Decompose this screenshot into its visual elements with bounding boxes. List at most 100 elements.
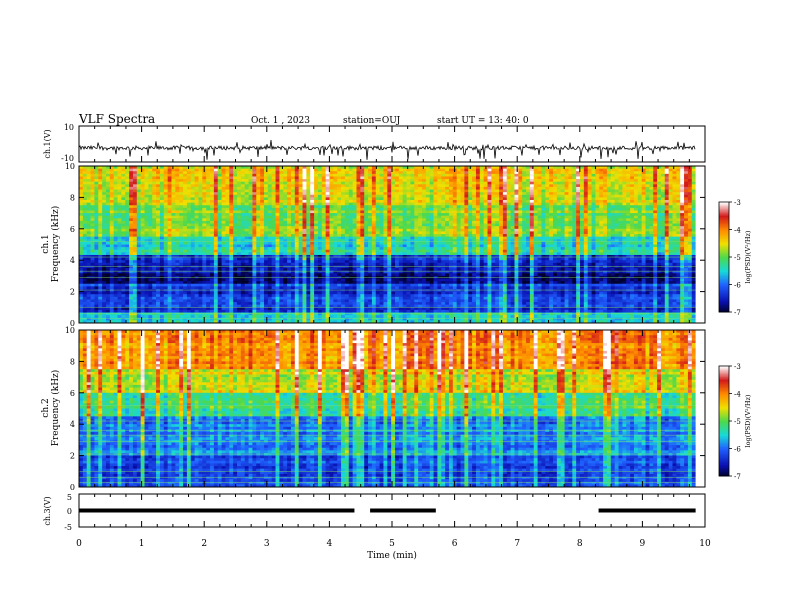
spectrogram-cell [622, 210, 627, 214]
spectrogram-cell [630, 213, 635, 217]
spectrogram-cell [660, 220, 666, 224]
spectrogram-cell [460, 171, 465, 175]
spectrogram-cell [179, 179, 184, 183]
spectrogram-cell [90, 228, 95, 232]
spectrogram-cell [649, 168, 654, 172]
spectrogram-cell [129, 186, 134, 190]
spectrogram-cell [502, 181, 508, 185]
spectrogram-cell [275, 171, 280, 175]
spectrogram-cell [90, 194, 95, 198]
spectrogram-cell [499, 194, 504, 198]
spectrogram-cell [348, 179, 354, 183]
spectrogram-cell [329, 171, 334, 175]
spectrogram-cell [156, 239, 161, 243]
spectrogram-cell [410, 168, 415, 172]
spectrogram-cell [159, 220, 165, 224]
spectrogram-cell [606, 173, 612, 177]
spectrogram-cell [186, 213, 192, 217]
spectrogram-cell [441, 236, 446, 240]
spectrogram-cell [572, 192, 577, 196]
spectrogram-cell [599, 176, 604, 180]
spectrogram-cell [452, 200, 458, 204]
spectrogram-cell [290, 173, 296, 177]
spectrogram-cell [244, 166, 249, 170]
spectrogram-cell [121, 192, 126, 196]
spectrogram-cell [414, 171, 419, 175]
spectrogram-cell [560, 173, 565, 177]
spectrogram-cell [221, 223, 226, 227]
spectrogram-cell [437, 168, 442, 172]
spectrogram-cell [583, 168, 589, 172]
spectrogram-cell [603, 166, 608, 170]
spectrogram-cell [317, 220, 323, 224]
spectrogram-cell [429, 213, 434, 217]
spectrogram-cell [360, 244, 365, 248]
spectrogram-cell [140, 218, 145, 222]
spectrogram-cell [144, 197, 149, 201]
spectrogram-cell [549, 207, 554, 211]
spectrogram-cell [356, 168, 361, 172]
ch1-voltage-ticks [78, 126, 706, 162]
spectrogram-cell [352, 173, 357, 177]
spectrogram-cell [175, 210, 180, 214]
spectrogram-cell [441, 215, 446, 219]
spectrogram-cell [518, 205, 523, 209]
spectrogram-cell [371, 210, 377, 214]
spectrogram-cell [167, 189, 172, 193]
spectrogram-cell [79, 166, 84, 170]
spectrogram-cell [676, 239, 681, 243]
spectrogram-cell [360, 186, 365, 190]
spectrogram-cell [267, 197, 273, 201]
spectrogram-cell [360, 197, 365, 201]
spectrogram-cell [441, 231, 446, 235]
spectrogram-cell [140, 176, 145, 180]
spectrogram-cell [368, 231, 373, 235]
spectrogram-cell [580, 228, 585, 232]
spectrogram-cell [94, 231, 99, 235]
spectrogram-cell [556, 200, 562, 204]
spectrogram-cell [437, 236, 442, 240]
spectrogram-cell [529, 202, 535, 206]
spectrogram-cell [510, 236, 515, 240]
spectrogram-cell [537, 194, 542, 198]
spectrogram-cell [553, 194, 558, 198]
spectrogram-cell [321, 181, 327, 185]
spectrogram-cell [375, 202, 380, 206]
spectrogram-cell [102, 207, 107, 211]
spectrogram-cell [580, 189, 585, 193]
spectrogram-cell [256, 241, 261, 245]
spectrogram-cell [510, 218, 515, 222]
spectrogram-cell [82, 184, 88, 188]
spectrogram-cell [306, 184, 311, 188]
spectrogram-cell [202, 205, 207, 209]
spectrogram-cell [167, 184, 172, 188]
spectrogram-cell [275, 168, 280, 172]
spectrogram-cell [267, 220, 273, 224]
spectrogram-cell [194, 241, 199, 245]
spectrogram-cell [337, 186, 342, 190]
spectrogram-cell [610, 168, 616, 172]
spectrogram-cell [691, 239, 697, 243]
spectrogram-cell [483, 205, 488, 209]
spectrogram-cell [198, 192, 203, 196]
spectrogram-cell [314, 213, 319, 217]
spectrogram-cell [402, 236, 407, 240]
spectrogram-cell [325, 215, 330, 219]
spectrogram-cell [649, 186, 654, 190]
spectrogram-cell [117, 179, 122, 183]
spectrogram-cell [125, 236, 130, 240]
spectrogram-cell [132, 179, 138, 183]
spectrogram-cell [433, 241, 438, 245]
spectrogram-cell [514, 194, 519, 198]
spectrogram-cell [248, 186, 253, 190]
spectrogram-cell [664, 200, 670, 204]
spectrogram-cell [283, 181, 288, 185]
spectrogram-cell [298, 200, 303, 204]
spectrogram-cell [252, 205, 257, 209]
spectrogram-cell [687, 202, 693, 206]
spectrogram-cell [225, 168, 230, 172]
spectrogram-cell [437, 244, 442, 248]
spectrogram-cell [364, 194, 369, 198]
spectrogram-cell [522, 239, 527, 243]
spectrogram-cell [229, 244, 234, 248]
